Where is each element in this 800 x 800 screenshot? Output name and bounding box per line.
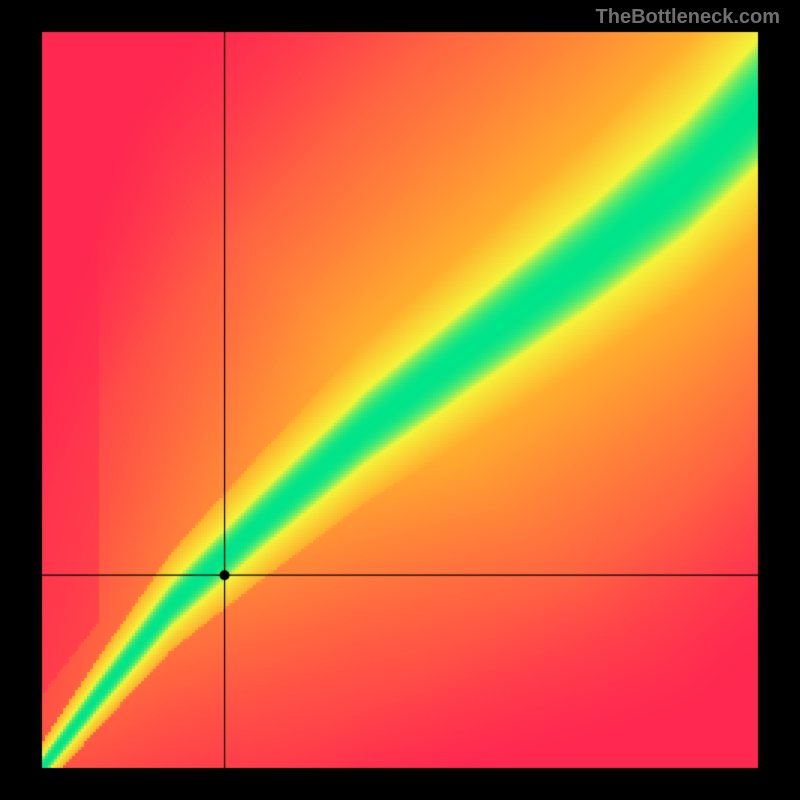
chart-container: TheBottleneck.com — [0, 0, 800, 800]
watermark-text: TheBottleneck.com — [596, 6, 780, 29]
heatmap-canvas — [0, 0, 800, 800]
